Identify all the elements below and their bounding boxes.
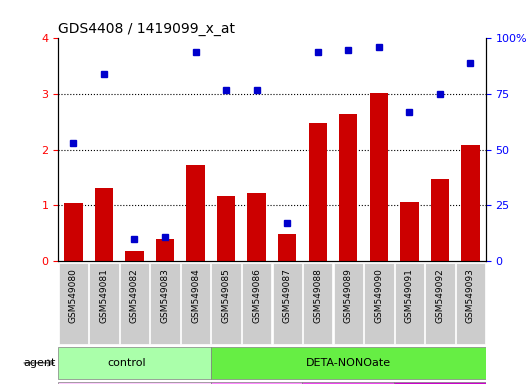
Text: control: control <box>108 358 146 368</box>
Bar <box>400 202 419 261</box>
Text: GSM549083: GSM549083 <box>161 268 169 323</box>
Bar <box>181 263 210 344</box>
Text: GSM549093: GSM549093 <box>466 268 475 323</box>
Bar <box>95 188 113 261</box>
Bar <box>89 263 119 344</box>
Bar <box>334 263 363 344</box>
Text: DETA-NONOate: DETA-NONOate <box>306 358 391 368</box>
Bar <box>217 196 235 261</box>
Bar <box>64 203 82 261</box>
Bar <box>339 114 357 261</box>
Bar <box>425 263 455 344</box>
Bar <box>364 263 393 344</box>
Text: GSM549081: GSM549081 <box>99 268 108 323</box>
Text: agent: agent <box>23 358 55 368</box>
Bar <box>211 263 241 344</box>
Bar <box>303 382 394 384</box>
Bar <box>186 165 205 261</box>
Text: GSM549086: GSM549086 <box>252 268 261 323</box>
Text: GSM549084: GSM549084 <box>191 268 200 323</box>
Bar <box>395 263 424 344</box>
Bar <box>150 263 180 344</box>
Bar <box>211 382 303 384</box>
Text: GSM549089: GSM549089 <box>344 268 353 323</box>
Bar <box>370 93 388 261</box>
Bar <box>272 263 302 344</box>
Text: GDS4408 / 1419099_x_at: GDS4408 / 1419099_x_at <box>58 22 235 36</box>
Bar <box>58 382 211 384</box>
Text: GSM549085: GSM549085 <box>222 268 231 323</box>
Bar <box>278 234 296 261</box>
Bar <box>242 263 271 344</box>
Bar <box>211 347 486 379</box>
Text: GSM549082: GSM549082 <box>130 268 139 323</box>
Bar <box>248 193 266 261</box>
Bar <box>125 251 144 261</box>
Bar <box>303 263 333 344</box>
Text: GSM549087: GSM549087 <box>282 268 291 323</box>
Text: GSM549080: GSM549080 <box>69 268 78 323</box>
Bar <box>59 263 88 344</box>
Bar <box>394 382 486 384</box>
Text: GSM549090: GSM549090 <box>374 268 383 323</box>
Bar <box>461 145 479 261</box>
Bar <box>308 123 327 261</box>
Bar <box>431 179 449 261</box>
Text: GSM549092: GSM549092 <box>436 268 445 323</box>
Text: GSM549091: GSM549091 <box>405 268 414 323</box>
Bar <box>156 239 174 261</box>
Bar <box>58 347 211 379</box>
Text: GSM549088: GSM549088 <box>313 268 322 323</box>
Bar <box>456 263 485 344</box>
Bar <box>120 263 149 344</box>
